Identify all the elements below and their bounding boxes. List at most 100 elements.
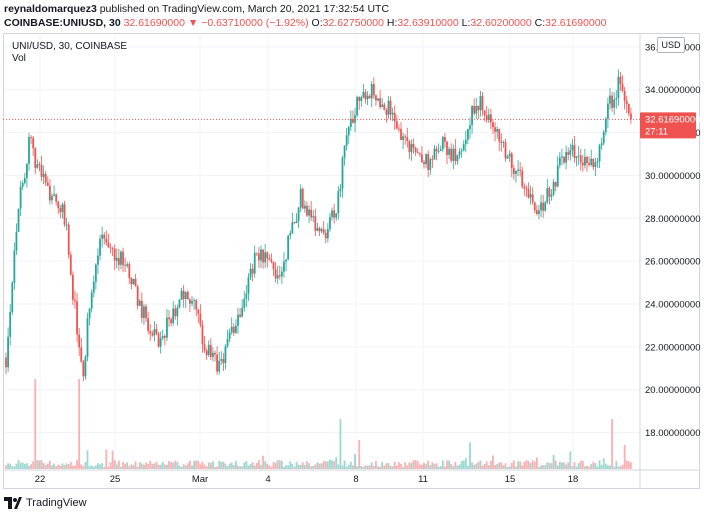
candle-body: [565, 152, 568, 163]
candle-body: [510, 153, 513, 169]
candle-body: [130, 278, 133, 285]
volume-bar: [247, 465, 250, 469]
candle-body: [297, 207, 300, 221]
candle-body: [602, 132, 605, 144]
volume-bar: [324, 461, 327, 469]
candle-body: [97, 255, 99, 265]
volume-bar: [525, 460, 528, 469]
y-tick-label: 24.00000000: [645, 300, 700, 311]
candle-body: [260, 249, 262, 261]
volume-bar: [414, 460, 417, 469]
volume-bar: [115, 464, 118, 469]
volume-bar: [155, 461, 158, 469]
candle-body: [381, 104, 384, 108]
volume-bar: [212, 461, 214, 469]
candle-body: [86, 318, 89, 357]
volume-bar: [84, 461, 87, 469]
high-value: 32.63910000: [397, 17, 459, 29]
volume-bar: [17, 460, 20, 469]
volume-bar: [418, 464, 421, 469]
y-tick-label: 30.00000000: [645, 171, 700, 182]
volume-bar: [63, 464, 66, 469]
candle-body: [515, 170, 517, 175]
candle-body: [408, 140, 411, 153]
candle-body: [354, 115, 356, 123]
candle-body: [274, 269, 277, 279]
chart-frame[interactable]: [3, 33, 700, 489]
candle-body: [372, 84, 375, 96]
volume-bar: [163, 464, 166, 469]
candle-body: [345, 135, 348, 146]
volume-bar: [385, 463, 388, 469]
low-value: 32.60200000: [470, 17, 532, 29]
candle-body: [101, 234, 104, 239]
candle-body: [111, 248, 114, 249]
candle-body: [366, 95, 369, 100]
volume-bar: [446, 460, 448, 469]
candle-body: [257, 253, 260, 261]
volume-bar: [548, 463, 551, 469]
volume-bar: [498, 462, 501, 469]
candle-body: [191, 300, 193, 304]
candle-body: [19, 186, 22, 209]
candle-body: [140, 300, 143, 318]
volume-bar: [59, 465, 62, 469]
volume-bar: [46, 463, 49, 469]
volume-bar: [40, 460, 43, 469]
candle-body: [431, 159, 434, 160]
candle-body: [7, 336, 9, 368]
volume-bar: [352, 465, 354, 469]
volume-bar: [421, 464, 423, 469]
volume-bar: [253, 465, 256, 469]
volume-bar: [266, 463, 269, 469]
candle-body: [107, 242, 110, 248]
candle-body: [561, 156, 563, 158]
candlestick-series: [5, 69, 632, 382]
volume-bar: [113, 460, 116, 469]
volume-bar: [82, 465, 85, 469]
candle-body: [15, 231, 18, 251]
candle-body: [161, 336, 164, 339]
candle-body: [272, 262, 275, 270]
volume-bar: [358, 440, 361, 469]
x-tick-label: 22: [35, 474, 46, 485]
candle-body: [143, 306, 145, 318]
candle-body: [65, 224, 68, 226]
volume-bar: [316, 461, 319, 469]
volume-bar: [485, 461, 488, 469]
volume-bar: [170, 462, 173, 469]
volume-bar: [34, 379, 37, 469]
volume-bar: [360, 466, 363, 469]
candle-body: [349, 118, 352, 128]
candle-body: [276, 275, 279, 279]
volume-bar: [469, 442, 471, 469]
author-name: reynaldomarquez3: [4, 3, 97, 15]
volume-bar: [466, 465, 469, 469]
volume-bar: [260, 464, 262, 469]
volume-bar: [368, 465, 371, 469]
volume-bar: [479, 460, 482, 469]
currency-button[interactable]: USD: [657, 37, 685, 53]
candle-body: [235, 325, 237, 333]
volume-bar: [99, 464, 101, 469]
y-tick-label: 26.00000000: [645, 257, 700, 268]
pane-title: UNI/USD, 30, COINBASE: [12, 41, 128, 52]
candle-body: [414, 147, 417, 152]
candle-body: [444, 136, 446, 142]
candle-body: [237, 314, 239, 326]
volume-bar: [122, 461, 124, 469]
volume-bar: [600, 464, 603, 469]
candle-body: [379, 98, 382, 108]
candle-body: [322, 229, 325, 233]
volume-bar: [331, 460, 333, 469]
volume-bar: [178, 465, 181, 469]
candle-body: [136, 286, 139, 306]
candle-body: [153, 329, 156, 336]
volume-bar: [301, 462, 304, 469]
candle-body: [201, 324, 204, 345]
candle-body: [506, 156, 509, 159]
footer-brand[interactable]: TradingView: [4, 497, 87, 509]
candle-body: [220, 359, 223, 361]
volume-bar: [9, 463, 12, 469]
